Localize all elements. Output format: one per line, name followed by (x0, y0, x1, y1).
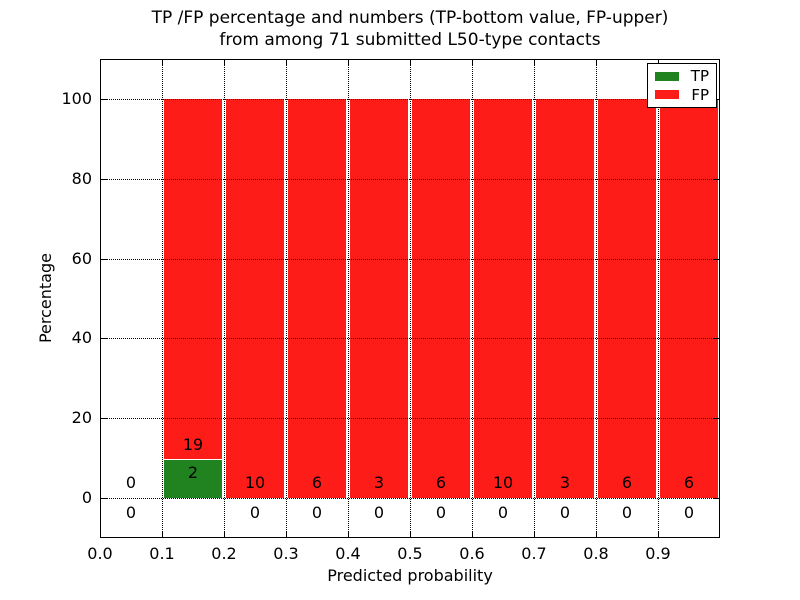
bar-fp (350, 98, 408, 499)
grid-line-v (472, 59, 473, 538)
x-tick-label: 0.3 (273, 544, 299, 563)
grid-line-v (596, 59, 597, 538)
y-tick-label: 0 (81, 488, 92, 508)
y-tick-mark (101, 258, 107, 260)
fp-count-label: 3 (373, 473, 385, 493)
x-tick-label: 0.4 (335, 544, 361, 563)
y-tick-label: 60 (71, 248, 92, 268)
x-tick-label: 0.5 (397, 544, 423, 563)
chart-title-line2: from among 71 submitted L50-type contact… (219, 30, 601, 50)
chart-title-line1: TP /FP percentage and numbers (TP-bottom… (151, 8, 669, 28)
x-tick-mark (162, 531, 163, 537)
tp-count-label: 0 (497, 502, 509, 522)
bar-fp (474, 98, 532, 499)
bar-fp (660, 98, 718, 499)
bar-fp (226, 98, 284, 499)
bar-fp (412, 98, 470, 499)
tp-count-label: 2 (187, 462, 199, 482)
fp-count-label: 10 (244, 473, 266, 493)
x-tick-mark-top (410, 60, 411, 66)
fp-count-label: 6 (435, 473, 447, 493)
x-tick-mark-top (472, 60, 473, 66)
x-tick-mark (348, 531, 349, 537)
x-tick-mark (224, 531, 225, 537)
bar-tp (164, 460, 222, 499)
x-axis-label: Predicted probability (327, 566, 493, 585)
fp-count-label: 10 (492, 473, 514, 493)
y-tick-mark (101, 338, 107, 340)
legend: TP FP (647, 63, 717, 108)
y-tick-mark-right (713, 338, 719, 340)
x-tick-mark-top (162, 60, 163, 66)
x-tick-label: 0.6 (459, 544, 485, 563)
y-tick-mark-right (713, 258, 719, 260)
x-tick-mark-top (348, 60, 349, 66)
tp-count-label: 0 (125, 502, 137, 522)
x-tick-label: 0.9 (645, 544, 671, 563)
x-tick-mark (472, 531, 473, 537)
legend-entry-fp: FP (648, 87, 716, 103)
x-tick-mark (596, 531, 597, 537)
fp-swatch-icon (655, 90, 679, 100)
fp-count-label: 19 (182, 435, 204, 455)
x-tick-mark (534, 531, 535, 537)
grid-line-v (224, 59, 225, 538)
x-tick-label: 0.7 (521, 544, 547, 563)
grid-line-v (286, 59, 287, 538)
tp-count-label: 0 (311, 502, 323, 522)
y-axis-label: Percentage (36, 253, 55, 344)
x-tick-mark-top (596, 60, 597, 66)
grid-line-v (348, 59, 349, 538)
tp-count-label: 0 (435, 502, 447, 522)
legend-entry-tp: TP (648, 68, 716, 84)
tp-swatch-icon (655, 71, 679, 81)
bar-fp (598, 98, 656, 499)
bar-fp (536, 98, 594, 499)
fp-count-label: 6 (683, 473, 695, 493)
tp-count-label: 0 (621, 502, 633, 522)
y-tick-mark (101, 498, 107, 500)
x-tick-mark-top (534, 60, 535, 66)
chart-title: TP /FP percentage and numbers (TP-bottom… (100, 7, 720, 51)
tp-count-label: 0 (683, 502, 695, 522)
x-tick-mark-top (224, 60, 225, 66)
fp-count-label: 6 (621, 473, 633, 493)
x-tick-label: 0.1 (149, 544, 175, 563)
bar-fp (164, 98, 222, 460)
y-tick-mark (101, 178, 107, 180)
y-tick-label: 20 (71, 408, 92, 428)
legend-label-tp: TP (690, 67, 709, 86)
fp-count-label: 0 (125, 473, 137, 493)
x-tick-mark (410, 531, 411, 537)
x-tick-label: 0.2 (211, 544, 237, 563)
fp-count-label: 3 (559, 473, 571, 493)
fp-count-label: 6 (311, 473, 323, 493)
grid-line-v (534, 59, 535, 538)
y-tick-label: 80 (71, 168, 92, 188)
y-tick-mark-right (713, 178, 719, 180)
tp-count-label: 0 (559, 502, 571, 522)
y-tick-mark-right (713, 418, 719, 420)
y-tick-mark-right (713, 498, 719, 500)
x-tick-mark (658, 531, 659, 537)
y-tick-label: 100 (61, 88, 92, 108)
y-tick-label: 40 (71, 328, 92, 348)
legend-label-fp: FP (691, 85, 709, 104)
x-tick-label: 0.0 (87, 544, 113, 563)
grid-line-v (410, 59, 411, 538)
x-tick-label: 0.8 (583, 544, 609, 563)
grid-line-v (162, 59, 163, 538)
y-tick-mark (101, 418, 107, 420)
x-tick-mark (286, 531, 287, 537)
x-tick-mark-top (286, 60, 287, 66)
tp-count-label: 0 (373, 502, 385, 522)
grid-line-v (658, 59, 659, 538)
tp-count-label: 0 (249, 502, 261, 522)
bar-fp (288, 98, 346, 499)
y-tick-mark (101, 98, 107, 100)
